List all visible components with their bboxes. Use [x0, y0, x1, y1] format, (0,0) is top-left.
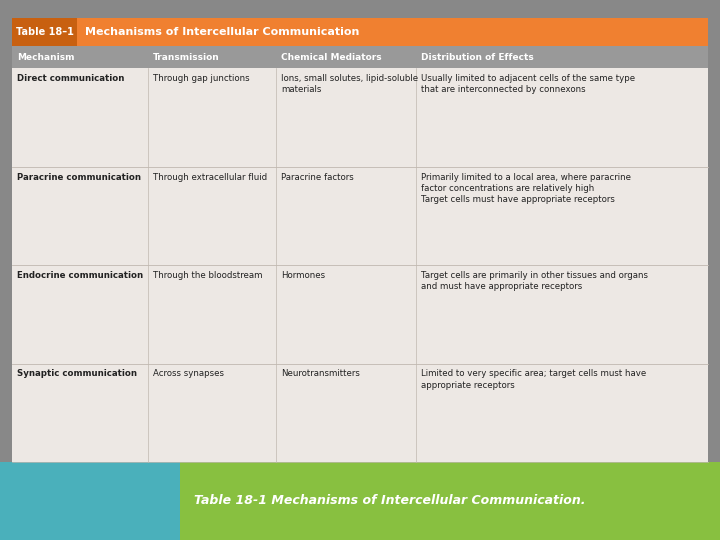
Text: Synaptic communication: Synaptic communication — [17, 369, 137, 379]
Text: Paracrine communication: Paracrine communication — [17, 172, 141, 181]
Text: Ions, small solutes, lipid-soluble
materials: Ions, small solutes, lipid-soluble mater… — [282, 74, 418, 94]
FancyBboxPatch shape — [0, 462, 180, 540]
FancyBboxPatch shape — [12, 166, 708, 265]
FancyBboxPatch shape — [12, 46, 708, 68]
FancyBboxPatch shape — [12, 18, 708, 46]
Text: Target cells are primarily in other tissues and organs
and must have appropriate: Target cells are primarily in other tiss… — [420, 271, 648, 292]
FancyBboxPatch shape — [180, 462, 720, 540]
Text: Endocrine communication: Endocrine communication — [17, 271, 143, 280]
Text: Paracrine factors: Paracrine factors — [282, 172, 354, 181]
FancyBboxPatch shape — [12, 68, 708, 166]
Text: Through gap junctions: Through gap junctions — [153, 74, 249, 83]
Text: Chemical Mediators: Chemical Mediators — [282, 52, 382, 62]
Text: Neurotransmitters: Neurotransmitters — [282, 369, 360, 379]
FancyBboxPatch shape — [12, 18, 77, 46]
FancyBboxPatch shape — [12, 18, 708, 462]
FancyBboxPatch shape — [12, 363, 708, 462]
Text: Hormones: Hormones — [282, 271, 325, 280]
Text: Through extracellular fluid: Through extracellular fluid — [153, 172, 267, 181]
Text: Distribution of Effects: Distribution of Effects — [420, 52, 534, 62]
Text: Table 18–1: Table 18–1 — [16, 27, 73, 37]
Text: Direct communication: Direct communication — [17, 74, 125, 83]
Text: Limited to very specific area; target cells must have
appropriate receptors: Limited to very specific area; target ce… — [420, 369, 646, 390]
Text: Usually limited to adjacent cells of the same type
that are interconnected by co: Usually limited to adjacent cells of the… — [420, 74, 635, 94]
Text: Mechanism: Mechanism — [17, 52, 74, 62]
FancyBboxPatch shape — [12, 265, 708, 363]
Text: Mechanisms of Intercellular Communication: Mechanisms of Intercellular Communicatio… — [85, 27, 359, 37]
Text: Through the bloodstream: Through the bloodstream — [153, 271, 262, 280]
Text: Primarily limited to a local area, where paracrine
factor concentrations are rel: Primarily limited to a local area, where… — [420, 172, 631, 205]
Text: Table 18-1 Mechanisms of Intercellular Communication.: Table 18-1 Mechanisms of Intercellular C… — [194, 495, 585, 508]
Text: Transmission: Transmission — [153, 52, 220, 62]
Text: Across synapses: Across synapses — [153, 369, 224, 379]
